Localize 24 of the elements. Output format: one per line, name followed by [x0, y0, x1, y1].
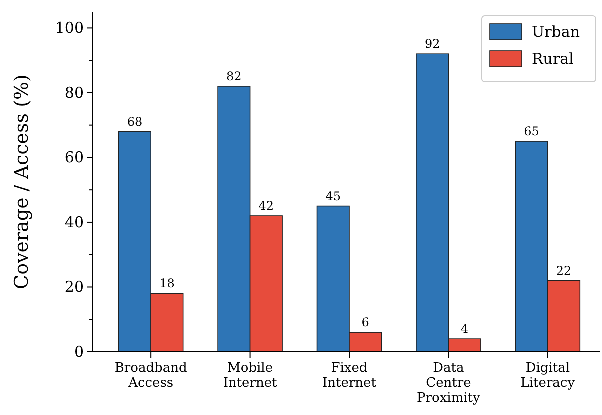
data-label: 65 — [524, 124, 540, 139]
y-tick-label: 20 — [64, 278, 84, 296]
data-label: 82 — [226, 69, 242, 84]
y-tick-label: 0 — [74, 342, 84, 361]
data-label: 45 — [326, 189, 342, 204]
x-tick-label: Broadband Access — [114, 361, 188, 391]
data-label: 42 — [258, 199, 274, 213]
data-label: 68 — [127, 114, 143, 129]
y-tick-label: 60 — [64, 148, 84, 167]
x-tick-label: Fixed Internet — [322, 361, 378, 391]
y-tick-label: 80 — [64, 84, 84, 102]
data-label: 22 — [556, 264, 572, 278]
data-label: 4 — [461, 322, 470, 336]
data-label: 6 — [362, 316, 370, 330]
y-tick-label: 40 — [64, 213, 84, 232]
y-axis-title: Coverage / Access (%) — [11, 74, 33, 290]
x-tick-label: Data Centre Proximity — [417, 361, 482, 406]
legend-label: Rural — [532, 50, 574, 68]
x-tick-label: Mobile Internet — [223, 361, 278, 391]
legend-label: Urban — [532, 23, 580, 41]
data-label: 18 — [160, 276, 175, 291]
x-tick-label: Digital Literacy — [520, 361, 576, 391]
y-tick-label: 100 — [55, 18, 84, 37]
data-label: 92 — [424, 37, 440, 52]
